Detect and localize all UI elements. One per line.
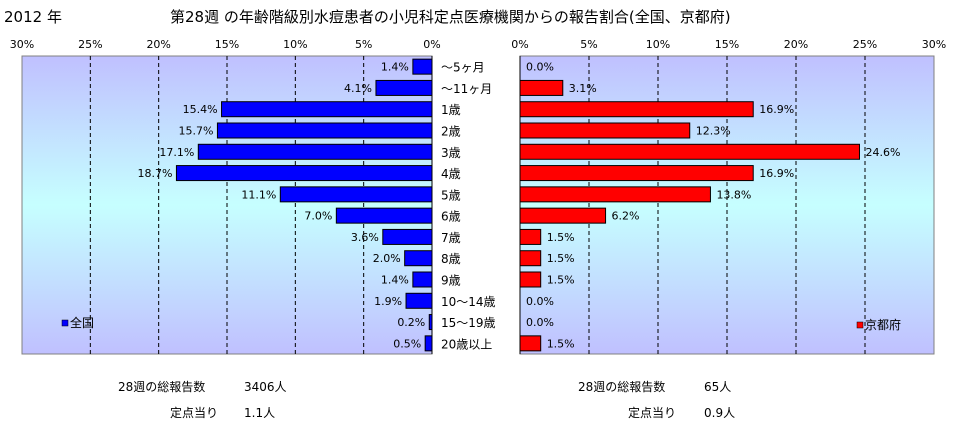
national-tick-label: 25% <box>78 38 102 51</box>
national-tick-label: 20% <box>146 38 170 51</box>
kyoto-data-label: 12.3% <box>696 125 731 138</box>
age-category-label: 5歳 <box>441 188 461 202</box>
national-per-value: 1.1人 <box>244 406 276 420</box>
national-bar <box>279 186 433 203</box>
age-category-label: 2歳 <box>441 125 461 139</box>
kyoto-data-label: 1.5% <box>547 274 575 287</box>
kyoto-tick-label: 20% <box>784 38 808 51</box>
kyoto-tick-label: 15% <box>715 38 739 51</box>
national-tick-label: 15% <box>215 38 239 51</box>
kyoto-per-value: 0.9人 <box>704 406 736 420</box>
age-category-label: 8歳 <box>441 252 461 266</box>
national-bar <box>382 228 433 245</box>
year-label: 2012 年 <box>4 8 62 26</box>
kyoto-total-label: 28週の総報告数 <box>578 380 666 394</box>
kyoto-data-label: 24.6% <box>865 146 900 159</box>
national-data-label: 1.9% <box>374 295 402 308</box>
national-data-label: 0.2% <box>397 316 425 329</box>
age-category-label: 4歳 <box>441 167 461 181</box>
kyoto-data-label: 6.2% <box>612 210 640 223</box>
kyoto-bar <box>519 207 607 224</box>
national-plot-area: 0% 5% 10% 15% 20% 25% 30% 1.4% 4.1% 15.4% 15.7% 17.… <box>10 38 441 355</box>
national-data-label: 2.0% <box>373 252 401 265</box>
national-bar <box>175 165 433 182</box>
kyoto-data-label: 0.0% <box>526 316 554 329</box>
age-category-label: 10～14歳 <box>441 295 496 309</box>
kyoto-bar <box>519 122 691 139</box>
national-data-label: 15.4% <box>183 103 218 116</box>
kyoto-data-label: 1.5% <box>547 231 575 244</box>
kyoto-bar <box>519 186 711 203</box>
age-category-label: ～11ヶ月 <box>441 82 492 96</box>
kyoto-data-label: 3.1% <box>569 82 597 95</box>
kyoto-bar <box>519 250 542 267</box>
national-data-label: 7.0% <box>304 210 332 223</box>
age-category-label: 6歳 <box>441 210 461 224</box>
national-bar <box>412 58 433 75</box>
national-bar <box>221 101 433 118</box>
kyoto-per-label: 定点当り <box>628 406 677 420</box>
age-category-label: 15～19歳 <box>441 316 496 330</box>
kyoto-data-label: 1.5% <box>547 337 575 350</box>
kyoto-tick-label: 0% <box>511 38 528 51</box>
national-data-label: 15.7% <box>178 125 213 138</box>
national-legend-swatch <box>61 319 69 327</box>
age-category-labels: ～5ヶ月 ～11ヶ月 1歳 2歳 3歳 4歳 5歳 6歳 7歳 8歳 9歳 10～14歳 15～19歳 2… <box>441 61 496 352</box>
kyoto-data-label: 0.0% <box>526 61 554 74</box>
national-data-label: 11.1% <box>241 188 276 201</box>
national-total-value: 3406人 <box>244 380 287 394</box>
national-bar <box>375 79 433 96</box>
kyoto-tick-label: 5% <box>580 38 597 51</box>
national-data-label: 18.7% <box>137 167 172 180</box>
national-tick-label: 10% <box>283 38 307 51</box>
national-bar <box>405 292 433 309</box>
national-tick-label: 0% <box>423 38 440 51</box>
kyoto-bar <box>519 79 564 96</box>
kyoto-data-label: 0.0% <box>526 295 554 308</box>
national-data-label: 3.6% <box>351 231 379 244</box>
kyoto-total-value: 65人 <box>704 380 732 394</box>
national-bar <box>424 335 433 352</box>
kyoto-bar <box>519 165 754 182</box>
kyoto-legend-label: 京都府 <box>865 317 901 332</box>
age-category-label: 3歳 <box>441 146 461 160</box>
kyoto-legend-swatch <box>856 321 864 329</box>
kyoto-bar <box>519 143 860 160</box>
kyoto-tick-label: 25% <box>853 38 877 51</box>
kyoto-tick-label: 10% <box>646 38 670 51</box>
national-data-label: 17.1% <box>159 146 194 159</box>
kyoto-plot-area: 0% 5% 10% 15% 20% 25% 30% 0.0% 3.1% 16.9% 12.3% 24.… <box>511 38 946 355</box>
kyoto-bar <box>519 228 542 245</box>
national-data-label: 0.5% <box>393 337 421 350</box>
national-data-label: 1.4% <box>381 274 409 287</box>
national-bar <box>335 207 433 224</box>
chart-title: 第28週 の年齢階級別水痘患者の小児科定点医療機関からの報告割合(全国、京都府) <box>170 8 731 26</box>
national-bar <box>404 250 433 267</box>
kyoto-data-label: 16.9% <box>759 103 794 116</box>
national-legend-label: 全国 <box>70 315 94 330</box>
national-bar <box>197 143 433 160</box>
kyoto-data-label: 1.5% <box>547 252 575 265</box>
national-total-label: 28週の総報告数 <box>118 380 206 394</box>
kyoto-bar <box>519 271 542 288</box>
national-data-label: 4.1% <box>344 82 372 95</box>
age-category-label: 7歳 <box>441 231 461 245</box>
national-bar <box>428 314 433 331</box>
age-category-label: 9歳 <box>441 274 461 288</box>
kyoto-data-label: 16.9% <box>759 167 794 180</box>
kyoto-bar <box>519 101 754 118</box>
age-category-label: 20歳以上 <box>441 337 492 351</box>
national-bar <box>412 271 433 288</box>
age-category-label: 1歳 <box>441 103 461 117</box>
kyoto-bar <box>519 335 542 352</box>
age-category-label: ～5ヶ月 <box>441 61 485 75</box>
national-per-label: 定点当り <box>170 406 219 420</box>
national-tick-label: 5% <box>355 38 372 51</box>
national-tick-label: 30% <box>10 38 34 51</box>
kyoto-data-label: 13.8% <box>716 188 751 201</box>
national-data-label: 1.4% <box>381 61 409 74</box>
kyoto-tick-label: 30% <box>922 38 946 51</box>
national-bar <box>216 122 433 139</box>
